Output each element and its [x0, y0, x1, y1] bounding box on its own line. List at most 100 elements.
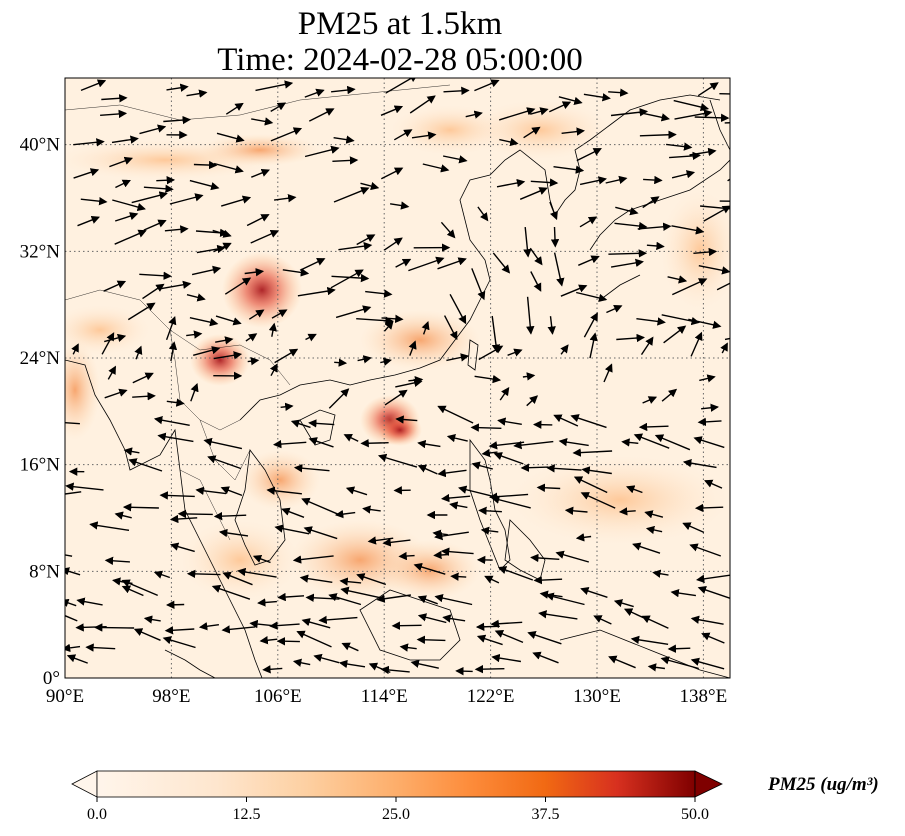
wind-arrow — [667, 644, 691, 653]
wind-arrow — [499, 386, 510, 401]
wind-arrow — [103, 280, 127, 292]
wind-arrow — [292, 555, 334, 564]
wind-arrow — [341, 642, 359, 652]
wind-arrow — [561, 127, 585, 136]
wind-arrow — [159, 491, 195, 500]
wind-arrow — [578, 255, 600, 266]
wind-arrow — [417, 595, 438, 605]
wind-arrow — [449, 293, 467, 325]
wind-arrow — [593, 615, 612, 625]
wind-arrow — [303, 526, 338, 540]
wind-arrow — [213, 511, 247, 521]
wind-arrow — [549, 201, 558, 221]
colorbar: 0.0 12.5 25.0 37.5 50.0 — [71, 770, 723, 823]
lat-tick-label: 32°N — [20, 241, 61, 262]
wind-arrow — [301, 618, 331, 629]
wind-arrow — [395, 415, 418, 424]
wind-arrow — [547, 316, 556, 335]
wind-arrow — [666, 142, 693, 151]
wind-arrow — [213, 242, 232, 253]
wind-arrow — [701, 632, 725, 644]
wind-arrow — [80, 196, 108, 206]
wind-arrow — [455, 666, 473, 676]
wind-arrow — [546, 464, 582, 473]
wind-arrow — [301, 497, 339, 515]
wind-arrow — [293, 464, 330, 473]
colorbar-ticks: 0.0 12.5 25.0 37.5 50.0 — [87, 797, 709, 823]
wind-arrow — [465, 110, 483, 119]
wind-arrow — [579, 176, 607, 186]
wind-arrow — [630, 635, 669, 645]
wind-arrow — [608, 655, 636, 669]
wind-arrow — [338, 241, 373, 251]
wind-arrow — [490, 495, 531, 509]
wind-arrow — [269, 621, 300, 630]
wind-arrow — [499, 137, 519, 147]
wind-arrow — [573, 476, 608, 494]
wind-arrow — [474, 664, 505, 674]
wind-arrow — [558, 437, 589, 447]
wind-arrow — [458, 485, 493, 497]
wind-arrow — [65, 421, 80, 425]
lat-tick-label: 8°N — [29, 561, 60, 582]
lon-tick-label: 114°E — [361, 686, 408, 707]
wind-arrow — [724, 337, 730, 341]
wind-arrow — [703, 205, 730, 222]
wind-arrow — [674, 109, 713, 120]
wind-arrow — [697, 82, 719, 97]
wind-arrow — [225, 102, 244, 115]
wind-arrow — [384, 389, 408, 406]
lon-tick-labels: 90°E 98°E 106°E 114°E 122°E 130°E 138°E — [46, 686, 727, 707]
wind-arrow — [162, 636, 196, 649]
wind-arrow — [248, 309, 265, 320]
wind-arrow — [257, 598, 277, 607]
wind-arrow — [580, 492, 616, 509]
wind-arrow — [575, 533, 592, 542]
lat-tick-label: 0° — [43, 668, 60, 689]
wind-arrow — [166, 600, 185, 609]
wind-arrow — [134, 345, 143, 360]
wind-arrow — [65, 482, 104, 491]
wind-arrow — [159, 280, 192, 290]
wind-arrow — [142, 283, 165, 300]
wind-arrow — [700, 204, 730, 214]
wind-arrow — [727, 178, 730, 182]
wind-arrow — [440, 221, 456, 239]
wind-arrow — [65, 598, 77, 607]
wind-arrow — [581, 466, 612, 475]
wind-arrow — [437, 405, 474, 424]
wind-arrow — [442, 155, 468, 164]
wind-arrow — [139, 124, 167, 135]
wind-arrow — [475, 622, 500, 631]
wind-arrow — [356, 573, 387, 586]
wind-arrow — [186, 330, 203, 339]
wind-arrow — [166, 398, 185, 407]
wind-arrow — [114, 229, 147, 245]
wind-arrow — [443, 86, 470, 95]
wind-arrow — [157, 432, 194, 443]
wind-arrow — [654, 434, 691, 451]
colorbar-tick-label: 12.5 — [233, 806, 261, 823]
wind-arrow — [393, 129, 413, 141]
wind-arrow — [605, 175, 628, 184]
wind-arrow — [532, 651, 559, 664]
wind-arrow — [450, 572, 467, 581]
wind-arrow — [576, 291, 608, 303]
wind-arrow — [493, 452, 524, 465]
wind-arrow — [189, 317, 219, 327]
wind-arrow — [340, 586, 381, 599]
wind-arrow — [694, 113, 730, 123]
wind-arrow — [442, 614, 466, 623]
wind-arrow — [224, 277, 252, 295]
wind-arrow — [474, 79, 500, 92]
wind-arrow — [247, 357, 260, 366]
wind-arrow — [638, 422, 669, 432]
wind-arrow — [380, 105, 404, 116]
wind-arrow — [271, 309, 288, 319]
wind-arrow — [470, 423, 502, 432]
wind-arrow — [299, 258, 326, 271]
wind-arrow — [131, 191, 168, 204]
wind-arrow — [73, 138, 105, 147]
wind-arrow — [704, 479, 723, 489]
wind-arrow — [471, 268, 486, 301]
